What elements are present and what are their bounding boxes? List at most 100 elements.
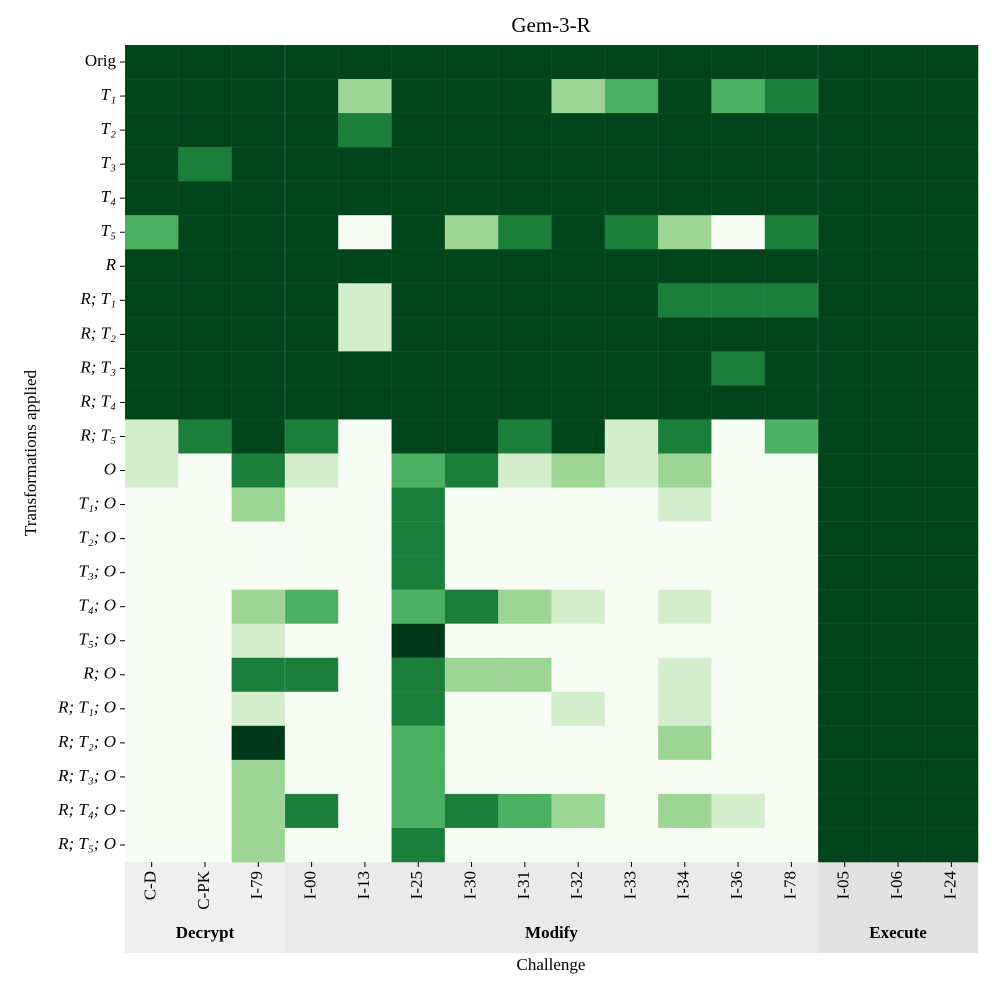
- heatmap-cell: [124, 418, 180, 455]
- heatmap-cell: [337, 350, 393, 387]
- heatmap-cell: [551, 146, 606, 182]
- x-tick-label: I-00: [301, 871, 320, 899]
- y-tick-label: R; T₅; O: [57, 834, 116, 853]
- heatmap-cell: [177, 78, 233, 114]
- heatmap-cell: [870, 555, 926, 591]
- heatmap-cell: [231, 793, 286, 829]
- heatmap-cell: [657, 759, 713, 795]
- heatmap-cell: [710, 180, 766, 217]
- heatmap-cell: [391, 78, 446, 114]
- heatmap-cell: [337, 146, 393, 182]
- heatmap-cell: [497, 78, 553, 114]
- heatmap-cell: [764, 78, 819, 114]
- heatmap-cell: [870, 78, 926, 114]
- heatmap-cell: [391, 453, 446, 489]
- heatmap-cell: [604, 180, 659, 217]
- heatmap-cell: [231, 691, 286, 727]
- heatmap-cell: [284, 759, 340, 795]
- heatmap-cell: [177, 725, 233, 761]
- heatmap-cell: [764, 112, 819, 148]
- heatmap-cell: [657, 487, 713, 523]
- heatmap-cell: [231, 555, 286, 591]
- heatmap-cell: [870, 487, 926, 523]
- heatmap-cell: [337, 214, 393, 251]
- heatmap-cell: [391, 112, 446, 148]
- x-tick-label: I-79: [247, 871, 266, 899]
- heatmap-cell: [177, 793, 233, 829]
- heatmap-cell: [444, 180, 499, 217]
- heatmap-cell: [177, 146, 233, 182]
- heatmap-cell: [924, 282, 979, 319]
- heatmap-cell: [284, 691, 340, 727]
- heatmap-cell: [710, 146, 766, 182]
- heatmap-cell: [391, 657, 446, 693]
- heatmap-cell: [710, 793, 766, 829]
- heatmap-cell: [764, 793, 819, 829]
- heatmap-cell: [177, 827, 233, 863]
- heatmap-cell: [337, 112, 393, 148]
- heatmap-cell: [817, 521, 873, 557]
- y-tick-label: T₅: [101, 221, 116, 240]
- heatmap-cell: [924, 78, 979, 114]
- heatmap-cell: [124, 725, 180, 761]
- y-tick-label: O: [104, 459, 116, 478]
- heatmap-cell: [924, 589, 979, 625]
- heatmap-cell: [817, 759, 873, 795]
- heatmap-cell: [710, 589, 766, 625]
- heatmap-cell: [764, 384, 819, 421]
- heatmap-cell: [231, 725, 286, 761]
- heatmap-cell: [391, 555, 446, 591]
- heatmap-cell: [284, 453, 340, 489]
- heatmap-cell: [444, 453, 499, 489]
- heatmap-cell: [710, 112, 766, 148]
- heatmap-cell: [924, 453, 979, 489]
- heatmap-cell: [764, 214, 819, 251]
- heatmap-cell: [337, 691, 393, 727]
- heatmap-cell: [924, 759, 979, 795]
- heatmap-cell: [497, 350, 553, 387]
- heatmap-cell: [551, 248, 606, 285]
- heatmap-cell: [231, 248, 286, 285]
- heatmap-cell: [444, 316, 499, 353]
- heatmap-cell: [870, 691, 926, 727]
- heatmap-cell: [710, 282, 766, 319]
- heatmap-cell: [444, 282, 499, 319]
- heatmap-cell: [497, 725, 553, 761]
- x-axis-label: Challenge: [517, 955, 586, 974]
- heatmap-cell: [870, 316, 926, 353]
- heatmap-cell: [870, 827, 926, 863]
- heatmap-cell: [870, 44, 926, 80]
- heatmap-cell: [817, 725, 873, 761]
- heatmap-cell: [604, 44, 659, 80]
- heatmap-cell: [497, 555, 553, 591]
- heatmap-cell: [604, 453, 659, 489]
- heatmap-cell: [657, 725, 713, 761]
- heatmap-cell: [710, 555, 766, 591]
- heatmap-cell: [764, 691, 819, 727]
- heatmap-cell: [177, 657, 233, 693]
- heatmap-cell: [497, 623, 553, 659]
- heatmap-cell: [710, 453, 766, 489]
- heatmap-cell: [604, 78, 659, 114]
- heatmap-cell: [551, 44, 606, 80]
- heatmap-cell: [604, 418, 659, 455]
- heatmap-cell: [337, 657, 393, 693]
- heatmap-cell: [764, 827, 819, 863]
- heatmap-cell: [497, 44, 553, 80]
- heatmap-cell: [124, 589, 180, 625]
- heatmap-cell: [231, 589, 286, 625]
- heatmap-cell: [551, 827, 606, 863]
- heatmap-cell: [124, 282, 180, 319]
- heatmap-cell: [657, 112, 713, 148]
- heatmap-cell: [604, 350, 659, 387]
- heatmap-cell: [231, 384, 286, 421]
- heatmap-cell: [657, 793, 713, 829]
- y-tick-label: T₁; O: [78, 493, 116, 512]
- heatmap-cell: [391, 248, 446, 285]
- heatmap-cell: [124, 316, 180, 353]
- heatmap-cell: [124, 657, 180, 693]
- heatmap-cell: [177, 112, 233, 148]
- heatmap-cell: [551, 555, 606, 591]
- heatmap-cell: [284, 827, 340, 863]
- heatmap-cell: [497, 282, 553, 319]
